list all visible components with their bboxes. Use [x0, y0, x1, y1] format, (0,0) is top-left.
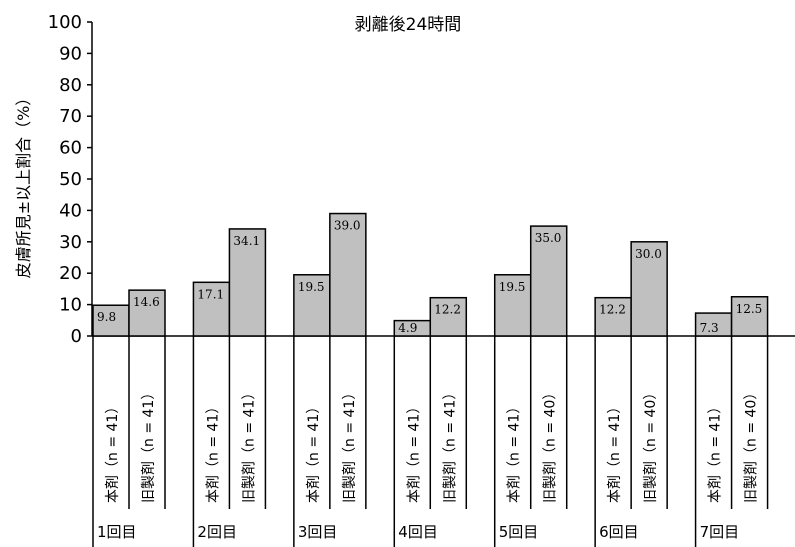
bar-value-label: 12.2 [599, 303, 626, 317]
chart-title: 剥離後24時間 [355, 15, 462, 35]
y-tick-label: 20 [59, 263, 82, 284]
bar-value-label: 30.0 [635, 247, 662, 261]
bar [329, 212, 367, 337]
bar-category-label: 旧製剤（n = 41） [241, 386, 257, 503]
group-label: 7回目 [700, 523, 740, 541]
y-tick-label: 50 [59, 169, 82, 190]
bar [594, 296, 632, 337]
y-tick-label: 80 [59, 75, 82, 96]
bar-value-label: 14.6 [133, 295, 160, 309]
bar [293, 274, 331, 337]
bar-category-label: 本剤（n = 41） [406, 400, 422, 503]
bar-category-label: 旧製剤（n = 40） [643, 386, 659, 503]
bar [730, 296, 769, 337]
bar-category-label: 本剤（n = 41） [708, 400, 724, 503]
bar-category-label: 本剤（n = 41） [306, 400, 322, 503]
bar-value-label: 19.5 [298, 280, 325, 294]
bar [128, 289, 166, 337]
y-tick-label: 30 [59, 232, 82, 253]
bar [630, 241, 668, 337]
bar-category-label: 旧製剤（n = 40） [744, 386, 760, 503]
bar-value-label: 12.5 [736, 302, 763, 316]
y-tick-label: 40 [59, 200, 82, 221]
y-tick-label: 90 [59, 43, 82, 64]
bar-category-label: 旧製剤（n = 41） [141, 386, 157, 503]
bar-value-label: 12.2 [434, 303, 461, 317]
bar [493, 274, 532, 337]
bar [192, 281, 231, 337]
group-label: 5回目 [499, 523, 539, 541]
group-label: 2回目 [197, 523, 237, 541]
group-label: 3回目 [298, 523, 338, 541]
y-tick-label: 100 [48, 12, 82, 33]
bar-value-label: 35.0 [535, 231, 562, 245]
bar-category-label: 本剤（n = 41） [205, 400, 221, 503]
bar-value-label: 7.3 [700, 321, 719, 335]
group-label: 6回目 [599, 523, 639, 541]
bar [429, 296, 468, 337]
bar-category-label: 本剤（n = 41） [507, 400, 523, 503]
bar-category-label: 本剤（n = 41） [607, 400, 623, 503]
group-label: 4回目 [398, 523, 438, 541]
bar-category-label: 本剤（n = 41） [105, 400, 121, 503]
y-tick-label: 10 [59, 295, 82, 316]
bar-category-label: 旧製剤（n = 41） [342, 386, 358, 503]
bar-value-label: 34.1 [233, 234, 260, 248]
group-label: 1回目 [97, 523, 137, 541]
y-axis-label: 皮膚所見±以上割合（%） [14, 90, 33, 279]
bar-category-label: 旧製剤（n = 40） [543, 386, 559, 503]
bar-value-label: 39.0 [334, 219, 361, 233]
y-tick-label: 0 [71, 326, 82, 347]
bar-category-label: 旧製剤（n = 41） [442, 386, 458, 503]
bar-value-label: 9.8 [97, 310, 116, 324]
bar-value-label: 19.5 [499, 280, 526, 294]
bar-value-label: 17.1 [197, 287, 224, 301]
y-tick-label: 60 [59, 138, 82, 159]
bar [529, 225, 568, 337]
bar-value-label: 4.9 [398, 321, 417, 335]
bar [228, 228, 267, 337]
y-tick-label: 70 [59, 106, 82, 127]
